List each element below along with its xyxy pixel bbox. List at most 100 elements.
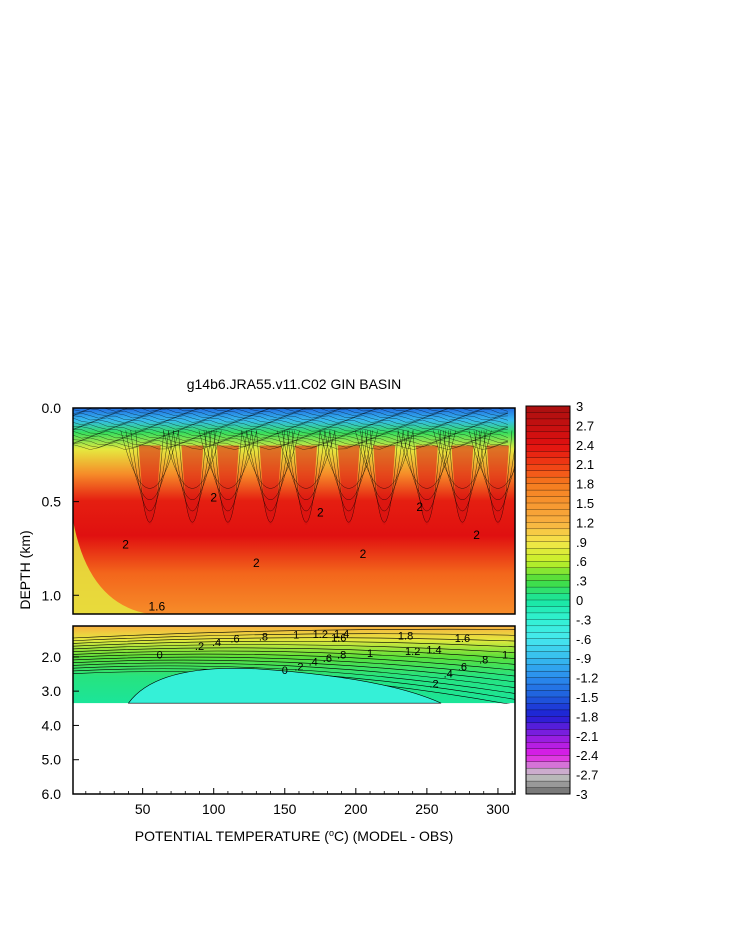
colorbar-band <box>525 425 571 433</box>
contour-label: .2 <box>294 662 303 674</box>
contour-line <box>291 430 321 523</box>
y-axis: 0.0 0.5 1.0 2.0 3.0 4.0 5.0 6.0 <box>42 400 79 802</box>
x-tick-label: 250 <box>415 801 439 817</box>
contour-label: 2 <box>416 500 423 514</box>
contour-line <box>286 430 326 512</box>
warm-column <box>451 445 474 526</box>
colorbar-label: 1.2 <box>576 515 594 530</box>
contour-line <box>73 437 508 444</box>
colorbar-band <box>525 735 571 743</box>
colorbar-band <box>525 690 571 698</box>
contour-line <box>251 430 290 512</box>
contour-line <box>73 647 515 659</box>
colorbar-band <box>525 645 571 653</box>
colorbar-label: -2.7 <box>576 768 598 783</box>
colorbar-band <box>525 593 571 601</box>
contour-line <box>73 410 508 417</box>
x-tick-label: 200 <box>344 801 368 817</box>
contour-line <box>73 665 515 694</box>
contour-line <box>73 428 508 435</box>
colorbar-label: -1.8 <box>576 709 598 724</box>
colorbar-band <box>525 664 571 672</box>
warm-column <box>415 445 438 526</box>
colorbar-band <box>525 683 571 691</box>
colorbar-band <box>525 651 571 659</box>
contour-label: 2 <box>253 556 260 570</box>
colorbar-band <box>525 431 571 439</box>
colorbar-band <box>525 632 571 640</box>
contour-line <box>213 430 243 523</box>
contour-line <box>407 430 447 512</box>
y-tick-label: 1.0 <box>42 587 62 603</box>
colorbar-label: -1.2 <box>576 671 598 686</box>
colorbar-band <box>525 729 571 737</box>
contour-line <box>443 430 482 512</box>
colorbar-band <box>525 412 571 420</box>
colorbar-band <box>525 780 571 788</box>
y-tick-label: 5.0 <box>42 752 62 768</box>
contour-label: 1.8 <box>398 630 413 642</box>
contour-line <box>433 430 492 489</box>
contour-label: .4 <box>444 668 453 680</box>
colorbar-band <box>525 489 571 497</box>
contour-line <box>198 430 258 489</box>
contour-line <box>73 637 515 644</box>
contour-label: .8 <box>259 631 268 643</box>
contour-line <box>397 430 457 489</box>
contour-line <box>319 430 378 489</box>
colorbar-label: -3 <box>576 787 588 802</box>
contour-label: .8 <box>337 650 346 662</box>
colorbar-band <box>525 612 571 620</box>
colorbar-label: -.9 <box>576 651 591 666</box>
chart-title: g14b6.JRA55.v11.C02 GIN BASIN <box>187 376 402 392</box>
colorbar-band <box>525 515 571 523</box>
contour-line <box>478 430 515 512</box>
colorbar-band <box>525 528 571 536</box>
colorbar: 3 2.7 2.4 2.1 1.8 1.5 1.2 .9 .6 .3 0 -.3 -.6 -.9 -1.2 -… <box>525 399 598 802</box>
upper-panel-field <box>73 408 515 614</box>
contour-line <box>173 430 212 512</box>
contour-line <box>73 442 508 448</box>
contour-line <box>369 430 399 523</box>
colorbar-band <box>525 703 571 711</box>
colorbar-band <box>525 573 571 582</box>
contour-line <box>364 430 404 512</box>
contour-line <box>120 430 179 489</box>
colorbar-label: .9 <box>576 535 587 550</box>
colorbar-band <box>525 599 571 607</box>
upper-panel-marks: 2 2 2 2 2 2 2 1.6 <box>73 408 515 614</box>
x-tick-label: 100 <box>202 801 226 817</box>
contour-line <box>73 628 515 639</box>
colorbar-band <box>525 774 571 782</box>
colorbar-label: -2.4 <box>576 748 598 763</box>
contour-line <box>73 659 515 683</box>
colorbar-band <box>525 670 571 679</box>
contour-line <box>73 644 515 654</box>
colorbar-band <box>525 767 571 776</box>
contour-line <box>135 430 164 523</box>
lower-panel: 0.2.4.6.8 1 1.2 1.41.6 1.8 1.61.41.21.8.6.4.2… <box>72 625 516 795</box>
colorbar-label: 1.8 <box>576 477 594 492</box>
warm-column <box>216 445 239 526</box>
contour-line <box>73 656 515 677</box>
contour-label: 0 <box>157 650 163 662</box>
contour-label: 2 <box>360 547 367 561</box>
colorbar-frame <box>525 405 571 795</box>
colorbar-band <box>525 464 571 472</box>
colorbar-band <box>525 405 571 413</box>
contour-line <box>448 430 477 523</box>
colorbar-band <box>525 709 571 717</box>
colorbar-band <box>525 522 571 530</box>
contour-label: .6 <box>230 633 239 645</box>
colorbar-band <box>525 541 571 549</box>
lower-panel-frame <box>72 625 516 795</box>
colorbar-label: 3 <box>576 399 583 414</box>
colorbar-label: 2.1 <box>576 457 594 472</box>
colorbar-band <box>525 561 571 569</box>
contour-line <box>73 435 508 441</box>
contour-line <box>178 430 207 523</box>
warm-column <box>181 445 204 526</box>
y-tick-label: 3.0 <box>42 683 62 699</box>
contour-line <box>73 417 508 423</box>
contour-line <box>329 430 368 512</box>
